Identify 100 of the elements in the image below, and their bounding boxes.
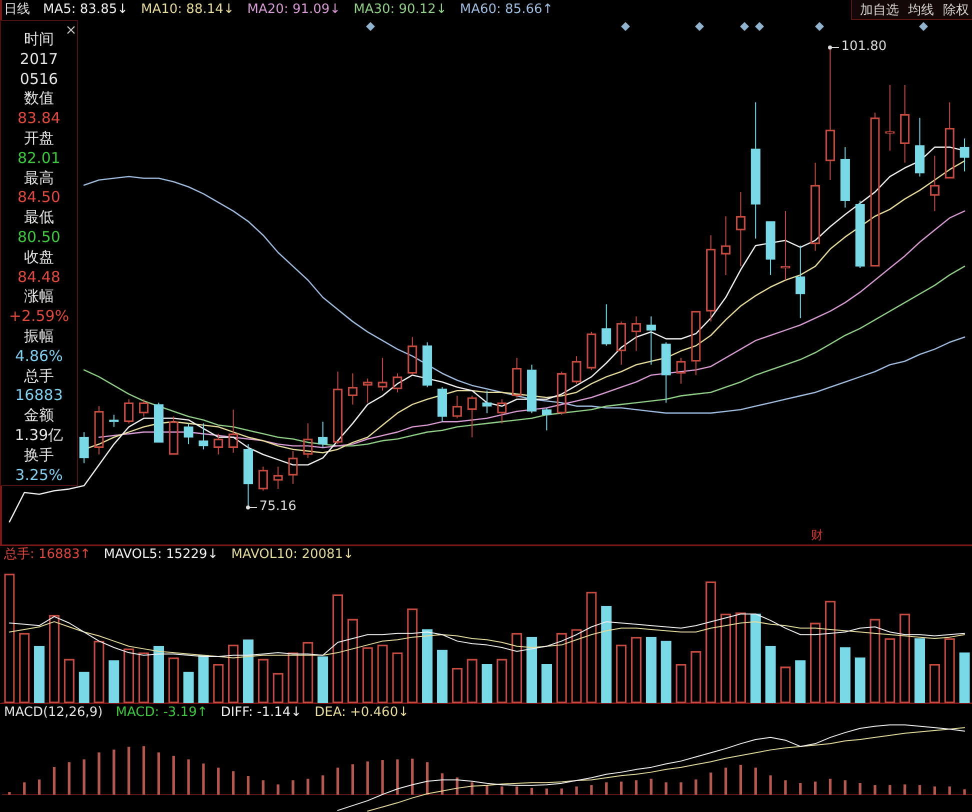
- bar: [172, 756, 175, 795]
- bar: [482, 664, 492, 703]
- bar: [68, 762, 70, 795]
- bar: [292, 780, 294, 795]
- bar: [128, 746, 130, 795]
- annotation: 16883: [14, 386, 64, 404]
- annotation: 4.86%: [14, 346, 64, 365]
- bar: [634, 780, 638, 795]
- annotation: 振幅: [23, 327, 55, 345]
- bar: [34, 646, 45, 703]
- annotation: 数值: [23, 89, 55, 108]
- bar: [183, 672, 194, 703]
- annotation: 涨幅: [23, 287, 55, 306]
- candlestick: [482, 390, 492, 414]
- bar: [52, 766, 56, 795]
- annotation: 总手: [23, 366, 55, 385]
- annotation: 75.16: [259, 499, 296, 515]
- text: MA20: 91.09↓: [247, 2, 341, 18]
- bar: [78, 672, 90, 703]
- bar: [590, 785, 593, 795]
- bar: [765, 646, 776, 703]
- chart-title: 日线: [4, 2, 30, 18]
- annotation: 金额: [23, 406, 55, 424]
- bar: [888, 785, 892, 795]
- text: DEA: +0.460↓: [314, 705, 409, 721]
- bar: [799, 782, 802, 795]
- bar: [605, 782, 608, 795]
- text: MAVOL10: 20081↓: [231, 547, 354, 563]
- bar: [202, 764, 205, 795]
- annotation: 1.39亿: [14, 426, 64, 444]
- candlestick: [766, 221, 776, 276]
- bar: [933, 786, 936, 795]
- bar: [470, 782, 474, 795]
- bar: [351, 764, 354, 795]
- bar: [381, 760, 384, 795]
- annotation: 82.01: [16, 148, 62, 167]
- annotation: 83.84: [16, 109, 62, 128]
- bar: [23, 782, 26, 795]
- bar: [814, 782, 817, 795]
- bar: [232, 771, 235, 795]
- candlestick: [914, 117, 925, 178]
- bar: [620, 782, 623, 795]
- annotation: 84.48: [16, 268, 62, 286]
- bar: [858, 782, 862, 795]
- bar: [680, 782, 682, 795]
- bar: [153, 646, 164, 703]
- bar: [322, 775, 324, 795]
- bar: [918, 785, 922, 795]
- text: MA5: 83.85↓: [43, 2, 128, 18]
- bar: [575, 786, 578, 795]
- bar: [754, 768, 757, 795]
- text: MAVOL5: 15229↓: [104, 547, 218, 563]
- bar: [854, 658, 866, 703]
- bar: [724, 768, 728, 795]
- annotation: 0516: [18, 70, 60, 88]
- annotation: 80.50: [16, 228, 62, 246]
- bar: [366, 761, 369, 795]
- bar: [336, 768, 340, 795]
- text: MA60: 85.66↑: [460, 2, 554, 18]
- bar: [82, 759, 86, 795]
- candlestick: [526, 364, 537, 414]
- bar: [660, 640, 672, 703]
- bar: [8, 792, 11, 795]
- bar: [246, 776, 250, 795]
- annotation: 换手: [23, 446, 55, 464]
- text: MA30: 90.12↓: [354, 2, 447, 18]
- bar: [217, 768, 220, 795]
- text: DIFF: -1.14↓: [220, 705, 302, 721]
- annotation: 2017: [18, 50, 60, 68]
- bar: [914, 638, 926, 703]
- bar: [844, 780, 846, 795]
- bar: [840, 647, 850, 703]
- bar: [516, 786, 518, 795]
- bar: [422, 629, 433, 703]
- bar: [750, 614, 761, 703]
- candlestick: [661, 342, 671, 404]
- annotation: 最高: [23, 168, 55, 187]
- annotation: 84.50: [16, 188, 62, 206]
- bar: [318, 656, 328, 703]
- bar: [38, 780, 41, 795]
- annotation: 开盘: [23, 129, 55, 147]
- bar: [142, 746, 146, 795]
- bar: [828, 778, 832, 795]
- candlestick: [796, 245, 806, 319]
- bar: [187, 759, 190, 795]
- bar: [963, 789, 966, 795]
- candlestick: [840, 146, 850, 208]
- bar: [784, 780, 787, 795]
- bar: [560, 788, 563, 795]
- annotation: 3.25%: [14, 466, 64, 484]
- bar: [795, 660, 806, 703]
- bar: [396, 759, 399, 795]
- bar: [98, 752, 100, 795]
- bar: [694, 780, 698, 795]
- bar: [739, 764, 742, 795]
- annotation: 时间: [23, 30, 55, 48]
- bar: [959, 652, 970, 703]
- bar: [306, 778, 310, 795]
- bar: [601, 606, 612, 703]
- bar: [157, 752, 160, 795]
